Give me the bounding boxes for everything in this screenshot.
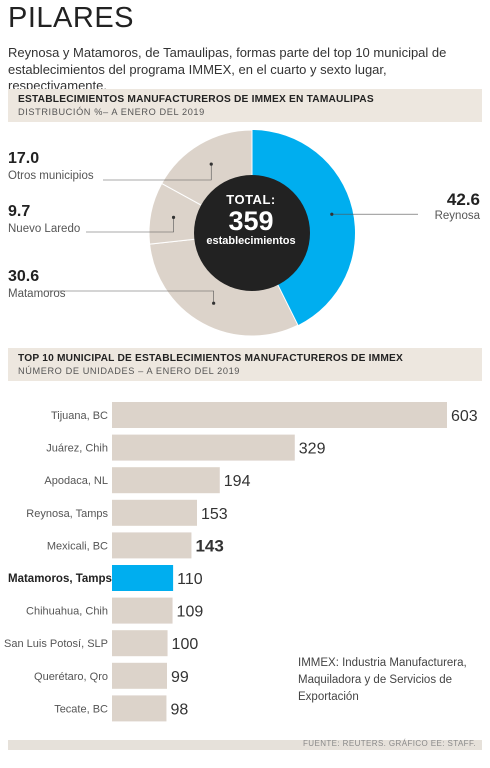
slice-label-otros: Otros municipios <box>8 170 94 182</box>
page-title: PILARES <box>8 2 134 34</box>
slice-label-matamoros: Matamoros <box>8 288 66 300</box>
bar-value-matamoros-tamps: 110 <box>177 571 203 588</box>
bar-label-apodaca-nl: Apodaca, NL <box>44 475 108 487</box>
bar-value-tecate-bc: 98 <box>170 701 188 718</box>
bar-label-matamoros-tamps: Matamoros, Tamps <box>8 573 112 585</box>
donut-header-band: ESTABLECIMIENTOS MANUFACTUREROS DE IMMEX… <box>8 89 482 122</box>
bar-chihuahua-chih <box>112 597 173 624</box>
bar-queretaro-qro <box>112 662 167 689</box>
leader-dot <box>209 162 213 166</box>
slice-label-nuevo-laredo: Nuevo Laredo <box>8 223 81 235</box>
leader-dot <box>171 215 176 219</box>
slice-label-reynosa: Reynosa <box>434 210 480 222</box>
bar-tecate-bc <box>112 695 167 722</box>
bar-reynosa-tamps <box>112 499 197 526</box>
leader-line <box>103 164 212 181</box>
bar-value-tijuana-bc: 603 <box>451 408 478 425</box>
bar-label-reynosa-tamps: Reynosa, Tamps <box>26 508 108 520</box>
donut-chart-subtitle: DISTRIBUCIÓN %– A ENERO DEL 2019 <box>18 107 205 117</box>
bar-label-tecate-bc: Tecate, BC <box>54 703 108 715</box>
bar-label-queretaro-qro: Querétaro, Qro <box>34 671 108 683</box>
bar-apodaca-nl <box>112 467 220 494</box>
bar-value-reynosa-tamps: 153 <box>201 506 228 523</box>
bar-tijuana-bc <box>112 402 447 428</box>
slice-value-matamoros: 30.6 <box>8 268 40 285</box>
bar-chart-subtitle: NÚMERO DE UNIDADES – A ENERO DEL 2019 <box>18 366 241 376</box>
bar-mexicali-bc <box>112 532 192 559</box>
bar-juarez-chih <box>112 434 295 461</box>
bar-value-san-luis-potosi-slp: 100 <box>172 636 199 653</box>
bar-chart-title: TOP 10 MUNICIPAL DE ESTABLECIMIENTOS MAN… <box>18 353 404 364</box>
immex-note: IMMEX: Industria Manufacturera, Maquilad… <box>298 657 467 703</box>
slice-value-nuevo-laredo: 9.7 <box>8 203 31 220</box>
bar-chart: Tijuana, BC 603 Juárez, Chih 329 Apodaca, NL… <box>4 402 478 722</box>
bar-value-queretaro-qro: 99 <box>171 669 189 686</box>
bar-label-chihuahua-chih: Chihuahua, Chih <box>26 606 108 618</box>
donut-center-disc <box>194 175 310 291</box>
leader-dot <box>212 301 216 305</box>
bar-matamoros-tamps <box>112 565 174 591</box>
bar-label-san-luis-potosi-slp: San Luis Potosí, SLP <box>4 638 108 650</box>
total-label: TOTAL: <box>226 192 276 207</box>
total-unit: establecimientos <box>206 235 296 247</box>
bar-label-juarez-chih: Juárez, Chih <box>46 443 108 455</box>
intro-text: Reynosa y Matamoros, de Tamaulipas, form… <box>8 45 447 93</box>
bar-value-mexicali-bc: 143 <box>195 536 223 555</box>
bar-value-chihuahua-chih: 109 <box>177 604 204 621</box>
footer-band: FUENTE: REUTERS. GRÁFICO EE: STAFF. <box>8 739 482 750</box>
donut-chart <box>44 129 418 337</box>
bar-label-mexicali-bc: Mexicali, BC <box>47 540 108 552</box>
leader-dot <box>330 212 334 216</box>
bar-san-luis-potosi-slp <box>112 630 168 657</box>
source-credit: FUENTE: REUTERS. GRÁFICO EE: STAFF. <box>303 739 476 748</box>
bar-header-band: TOP 10 MUNICIPAL DE ESTABLECIMIENTOS MAN… <box>8 348 482 381</box>
bar-value-juarez-chih: 329 <box>299 441 326 458</box>
leader-line <box>44 290 214 304</box>
slice-value-otros: 17.0 <box>8 150 40 167</box>
donut-center-label: TOTAL: 359 establecimientos <box>196 192 306 247</box>
leader-line <box>86 217 174 233</box>
donut-chart-title: ESTABLECIMIENTOS MANUFACTUREROS DE IMMEX… <box>18 94 374 105</box>
bar-value-apodaca-nl: 194 <box>224 473 251 490</box>
total-value: 359 <box>228 206 274 236</box>
slice-value-reynosa: 42.6 <box>446 190 480 209</box>
bar-label-tijuana-bc: Tijuana, BC <box>51 410 108 422</box>
